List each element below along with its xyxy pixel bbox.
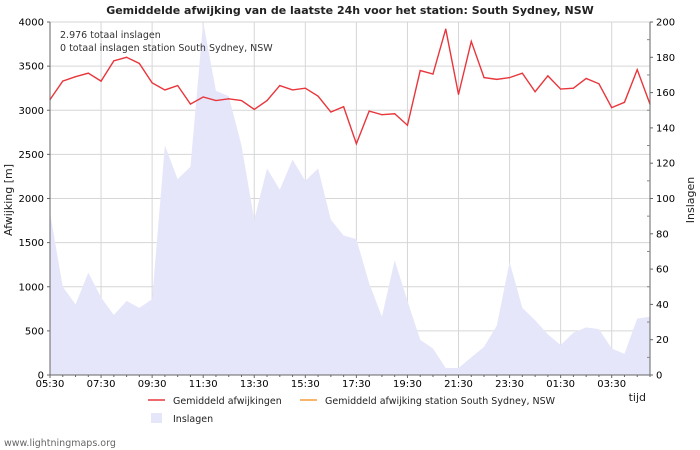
deviation-point — [202, 96, 204, 98]
deviation-point — [521, 72, 523, 74]
deviation-point — [343, 106, 345, 108]
deviation-point — [381, 114, 383, 116]
x-tick-label: 23:30 — [495, 379, 524, 390]
x-tick-label: 21:30 — [444, 379, 473, 390]
x-tick-label: 11:30 — [189, 379, 218, 390]
y-ticks-left: 0 500 1000 1500 2000 2500 3000 3500 4000 — [19, 18, 50, 382]
deviation-point — [240, 99, 243, 102]
y-tick-label-left: 500 — [25, 326, 44, 337]
legend-label-deviation: Gemiddeld afwijkingen — [173, 396, 282, 407]
x-ticks: 05:30 07:30 09:30 11:30 13:30 15:30 17:30 19:30… — [36, 375, 651, 390]
y-tick-label-right: 60 — [656, 265, 669, 276]
deviation-point — [432, 73, 434, 75]
deviation-point — [228, 98, 230, 100]
deviation-point — [266, 99, 268, 102]
deviation-point — [317, 95, 319, 97]
y-tick-label-left: 1000 — [19, 282, 44, 293]
y-axis-label-left: Afwijking [m] — [2, 164, 15, 236]
deviation-point — [496, 78, 498, 80]
legend: Gemiddeld afwijkingen Gemiddeld afwijkin… — [148, 396, 556, 425]
deviation-point — [419, 69, 421, 72]
y-axis-label-right: Inslagen — [684, 177, 697, 223]
deviation-point — [304, 87, 306, 89]
deviation-point — [368, 110, 370, 112]
deviation-line — [49, 28, 651, 146]
y-tick-label-right: 80 — [656, 229, 669, 240]
deviation-point — [457, 93, 460, 95]
y-tick-label-right: 20 — [656, 335, 669, 346]
deviation-point — [100, 80, 102, 82]
deviation-point — [164, 89, 166, 91]
y-tick-label-right: 140 — [656, 123, 675, 134]
deviation-point — [406, 124, 409, 126]
deviation-point — [177, 84, 179, 87]
total-strikes-annotation: 2.976 totaal inslagen — [60, 30, 161, 41]
station-strikes-annotation: 0 totaal inslagen station South Sydney, … — [60, 43, 273, 54]
y-tick-label-left: 2500 — [19, 150, 44, 161]
deviation-point — [151, 82, 153, 84]
credit: www.lightningmaps.org — [4, 438, 116, 449]
deviation-point — [189, 103, 192, 105]
y-tick-label-left: 0 — [38, 371, 44, 382]
deviation-point — [355, 143, 357, 145]
deviation-point — [534, 91, 536, 93]
y-tick-label-right: 0 — [656, 371, 662, 382]
y-tick-label-right: 160 — [656, 88, 675, 99]
deviation-point — [215, 99, 217, 102]
x-tick-label: 09:30 — [138, 379, 167, 390]
legend-label-station: Gemiddeld afwijking station South Sydney… — [325, 396, 556, 407]
deviation-point — [253, 108, 255, 110]
legend-swatch-strikes — [151, 413, 162, 423]
x-tick-label: 03:30 — [597, 379, 626, 390]
x-axis-label: tijd — [629, 391, 646, 404]
deviation-point — [62, 80, 64, 82]
deviation-point — [585, 77, 587, 80]
deviation-point — [598, 83, 600, 85]
x-tick-label: 01:30 — [546, 379, 575, 390]
deviation-point — [547, 75, 549, 77]
deviation-point — [636, 69, 638, 71]
deviation-point — [611, 107, 613, 109]
y-tick-label-right: 40 — [656, 300, 669, 311]
deviation-point — [74, 76, 77, 78]
deviation-point — [279, 84, 281, 87]
y-tick-label-right: 180 — [656, 53, 675, 64]
legend-label-strikes: Inslagen — [173, 414, 213, 425]
y-tick-label-right: 100 — [656, 194, 675, 205]
y-tick-label-left: 2000 — [19, 194, 44, 205]
y-tick-label-right: 120 — [656, 159, 675, 170]
x-tick-label: 07:30 — [87, 379, 116, 390]
deviation-point — [330, 111, 332, 113]
x-tick-label: 05:30 — [36, 379, 65, 390]
x-tick-label: 13:30 — [240, 379, 269, 390]
x-tick-label: 19:30 — [393, 379, 422, 390]
y-tick-label-left: 3000 — [19, 106, 44, 117]
deviation-point — [138, 62, 140, 65]
deviation-point — [483, 77, 485, 79]
deviation-point — [470, 40, 472, 43]
x-tick-label: 17:30 — [342, 379, 371, 390]
deviation-point — [508, 77, 511, 79]
deviation-point — [623, 101, 626, 103]
deviation-point — [87, 72, 89, 74]
y-tick-label-left: 3500 — [19, 62, 44, 73]
strikes-series — [50, 22, 650, 375]
deviation-point — [445, 28, 447, 30]
deviation-point — [291, 89, 294, 91]
y-tick-label-right: 200 — [656, 18, 675, 29]
deviation-point — [126, 56, 128, 58]
deviation-point — [572, 87, 575, 89]
deviation-series — [49, 28, 651, 146]
x-tick-label: 15:30 — [291, 379, 320, 390]
chart-title: Gemiddelde afwijking van de laatste 24h … — [106, 4, 594, 17]
deviation-point — [560, 88, 562, 90]
y-ticks-right: 0 20 40 60 80 100 120 140 160 180 200 — [647, 18, 675, 382]
y-tick-label-left: 1500 — [19, 238, 44, 249]
deviation-point — [113, 60, 115, 62]
y-tick-label-left: 4000 — [19, 18, 44, 29]
strikes-area — [50, 22, 650, 375]
deviation-point — [394, 113, 396, 115]
